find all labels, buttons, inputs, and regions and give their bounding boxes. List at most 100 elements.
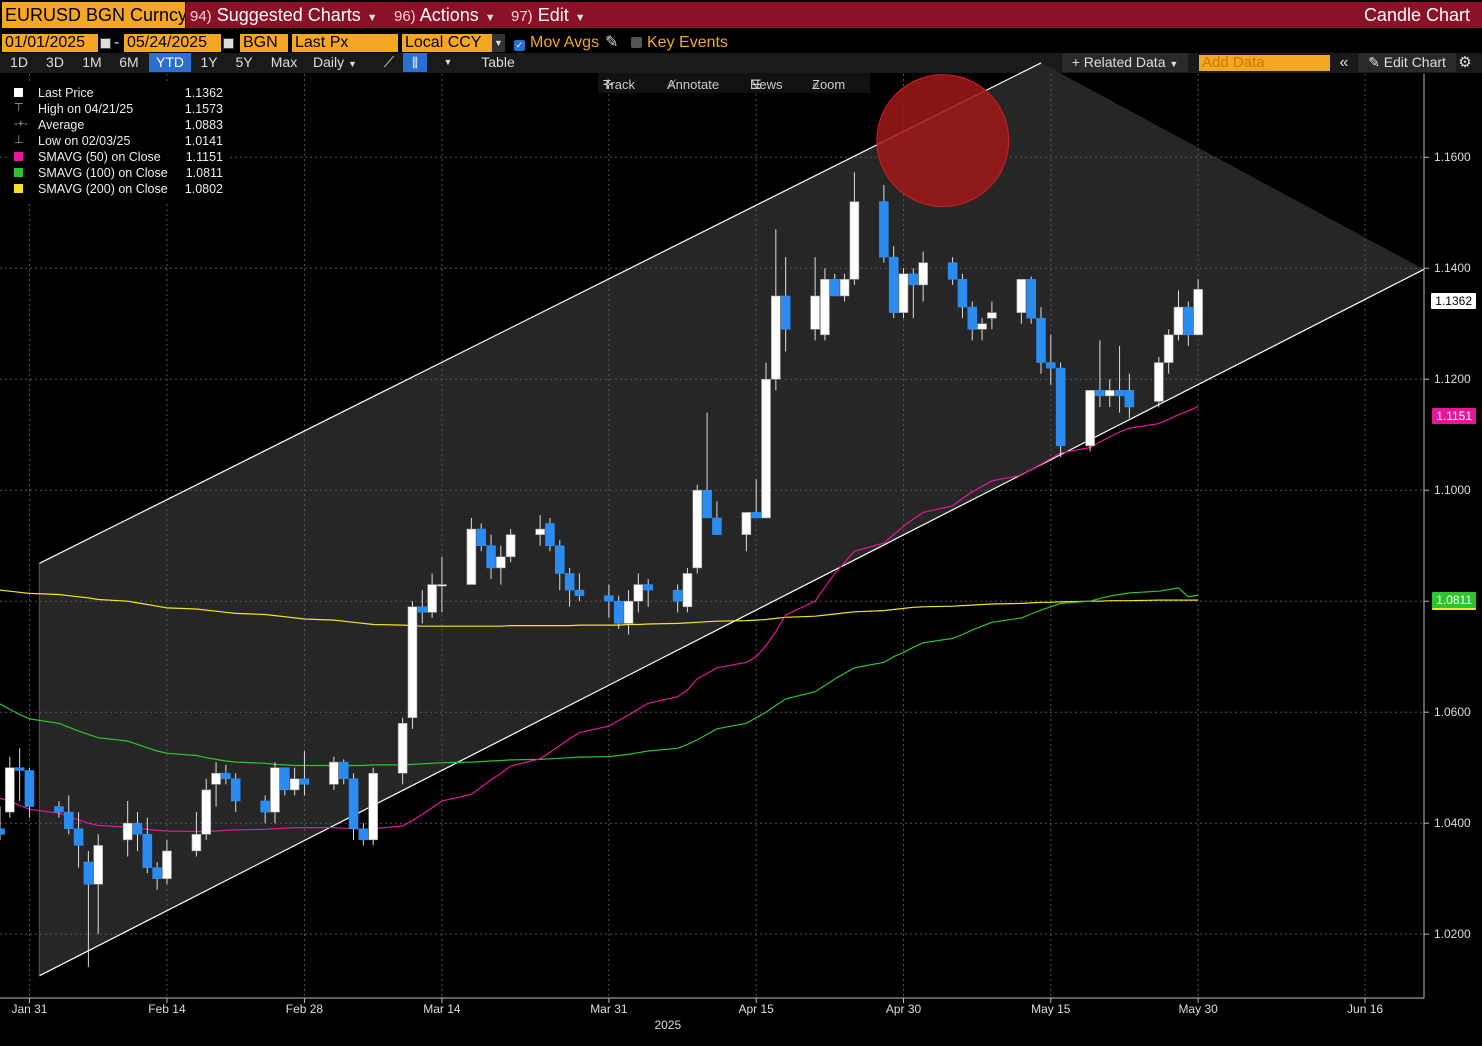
candle-body [1104, 390, 1115, 397]
legend-swatch [14, 88, 23, 97]
candle-body [279, 767, 290, 791]
channel-upper-line [39, 62, 1042, 565]
candle-body [1055, 367, 1066, 447]
legend-item[interactable]: ⊥ Low on 02/03/25 1.0141 [7, 133, 227, 149]
x-tick-label: Apr 30 [886, 1002, 922, 1016]
source-field[interactable]: BGN [240, 34, 288, 52]
average-marker-icon: -+- [14, 118, 28, 130]
candle-body [702, 489, 712, 519]
collapse-icon[interactable]: « [1339, 54, 1349, 71]
candle-body [692, 489, 703, 569]
range-1d[interactable]: 1D [10, 54, 28, 70]
candle-body [397, 722, 408, 774]
candle-body [466, 528, 477, 585]
candle-body [407, 606, 418, 719]
menu-number: 96) [394, 8, 416, 25]
checkbox-checked-icon[interactable]: ✓ [514, 40, 525, 51]
key-events-toggle[interactable]: Key Events [631, 34, 728, 52]
related-data-button[interactable]: + Related Data ▼ [1062, 53, 1188, 72]
candle-body [1124, 390, 1135, 408]
candle-body [221, 772, 231, 780]
x-tick-label: Jun 16 [1347, 1002, 1383, 1016]
candle-body [898, 273, 909, 313]
candle-body [83, 861, 94, 885]
chart-type-dropdown-icon[interactable]: ▼ [443, 57, 453, 67]
range-6m[interactable]: 6M [119, 54, 139, 70]
candle-body [751, 512, 761, 519]
candle-body [505, 534, 516, 558]
suggested-charts-menu[interactable]: 94) Suggested Charts ▼ [190, 2, 378, 28]
candle-body [142, 833, 153, 868]
candle-body [93, 845, 104, 885]
candle-body [908, 273, 919, 286]
candle-body [1173, 306, 1184, 336]
field-selector[interactable]: Last Px [292, 34, 398, 52]
range-1m[interactable]: 1M [82, 54, 102, 70]
gear-icon[interactable]: ⚙ [1458, 54, 1472, 71]
candle-body [957, 279, 968, 308]
x-tick-label: Apr 15 [739, 1002, 775, 1016]
legend-item[interactable]: SMAVG (100) on Close 1.0811 [7, 165, 227, 181]
candle-body [820, 279, 830, 336]
edit-menu[interactable]: 97) Edit ▼ [511, 2, 586, 28]
start-date-field[interactable]: 01/01/2025 [2, 34, 98, 52]
high-marker-icon: ⊤ [14, 102, 24, 114]
caret-down-icon: ▼ [484, 12, 496, 24]
range-5y[interactable]: 5Y [235, 54, 253, 70]
ticker-field[interactable]: EURUSD BGN Curncy [2, 2, 185, 28]
calendar-icon[interactable] [223, 38, 234, 49]
candle-body [260, 800, 270, 813]
legend-item[interactable]: SMAVG (50) on Close 1.1151 [7, 149, 227, 165]
candle-body [839, 279, 850, 297]
calendar-icon[interactable] [100, 38, 111, 49]
x-tick-label: May 15 [1031, 1002, 1071, 1016]
annotate-icon: ⟋ [667, 77, 677, 92]
currency-dropdown-icon[interactable]: ▼ [492, 34, 505, 52]
range-max[interactable]: Max [270, 54, 298, 70]
zoom-label: Zoom [812, 77, 846, 92]
x-tick-label: Feb 28 [286, 1002, 324, 1016]
checkbox-unchecked-icon[interactable] [631, 37, 642, 48]
line-chart-icon[interactable]: ⟋ [383, 54, 395, 71]
candle-body [554, 545, 565, 574]
plus-icon: + [1071, 54, 1080, 70]
chart-title: Candle Chart [1363, 5, 1470, 25]
news-icon: ☰ [750, 77, 762, 92]
candle-body [1026, 279, 1036, 319]
candle-body [987, 312, 997, 319]
legend-item[interactable]: ⊤ High on 04/21/25 1.1573 [7, 101, 227, 117]
candle-chart-icon[interactable]: ⫼ [403, 53, 427, 72]
actions-menu[interactable]: 96) Actions ▼ [394, 2, 496, 28]
add-data-input[interactable]: Add Data [1199, 55, 1330, 71]
candle-body [712, 517, 722, 535]
edit-chart-button[interactable]: ✎ Edit Chart [1358, 53, 1456, 72]
mov-avgs-toggle[interactable]: ✓ Mov Avgs [514, 34, 599, 52]
trend-channel [39, 62, 1425, 976]
candle-body [643, 584, 653, 591]
caret-down-icon: ▼ [574, 12, 586, 24]
legend-item[interactable]: SMAVG (200) on Close 1.0802 [7, 181, 227, 197]
y-tick-label: 1.1200 [1434, 372, 1471, 386]
currency-selector[interactable]: Local CCY [402, 34, 494, 52]
legend-item[interactable]: Last Price 1.1362 [7, 85, 227, 101]
y-tick-label: 1.0600 [1434, 705, 1471, 719]
candle-body [633, 584, 644, 602]
candle-body [270, 767, 280, 813]
range-3d[interactable]: 3D [46, 54, 64, 70]
range-1y[interactable]: 1Y [200, 54, 218, 70]
end-date-field[interactable]: 05/24/2025 [124, 34, 221, 52]
x-tick-label: Feb 14 [148, 1002, 186, 1016]
pencil-icon[interactable]: ✎ [605, 34, 619, 51]
candle-body [162, 850, 172, 879]
table-button[interactable]: Table [481, 54, 515, 70]
candle-body [672, 589, 683, 602]
frequency-selector[interactable]: Daily ▼ [307, 53, 375, 72]
candle-body [289, 778, 300, 791]
range-ytd[interactable]: YTD [149, 53, 191, 72]
legend-swatch [14, 152, 23, 161]
highlight-circle [876, 74, 1010, 208]
legend-item[interactable]: -+- Average 1.0883 [7, 117, 227, 133]
candle-body [613, 600, 624, 624]
candle-body [338, 761, 349, 780]
